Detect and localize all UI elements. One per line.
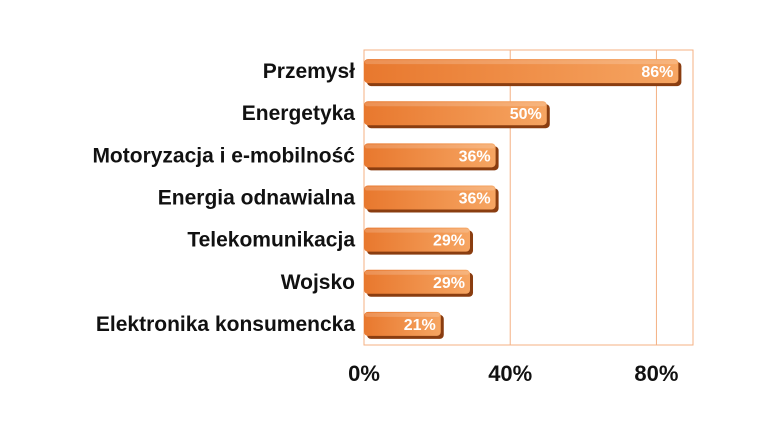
bar xyxy=(364,101,547,126)
bar xyxy=(364,143,496,168)
bar xyxy=(364,311,441,336)
gridlines xyxy=(509,50,657,345)
bar-highlight xyxy=(365,186,495,191)
data-label: 21% xyxy=(404,317,436,334)
data-label: 50% xyxy=(510,106,542,123)
x-tick-label: 0% xyxy=(348,361,380,386)
bar xyxy=(364,269,471,294)
bar xyxy=(364,227,471,252)
bar-highlight xyxy=(365,228,470,233)
category-label: Przemysł xyxy=(263,60,355,83)
data-label: 86% xyxy=(641,64,673,81)
category-label: Motoryzacja i e-mobilność xyxy=(92,144,355,167)
bar-highlight xyxy=(365,312,440,317)
bar-highlight xyxy=(365,102,546,107)
category-label: Energia odnawialna xyxy=(158,187,356,210)
bar xyxy=(364,59,679,84)
category-label: Elektronika konsumencka xyxy=(96,313,355,336)
bar-highlight xyxy=(365,60,678,65)
x-tick-label: 40% xyxy=(488,361,532,386)
bars: 86% 50% 36% 36% 29% 29% 21% xyxy=(364,59,682,339)
x-tick-label: 80% xyxy=(634,361,678,386)
bar xyxy=(364,185,496,210)
category-label: Energetyka xyxy=(242,102,356,125)
category-label: Telekomunikacja xyxy=(187,229,355,252)
data-label: 29% xyxy=(433,275,465,292)
data-label: 36% xyxy=(459,191,491,208)
category-labels: Przemysł Energetyka Motoryzacja i e-mobiln… xyxy=(92,60,355,336)
x-tick-labels: 0% 40% 80% xyxy=(348,361,678,386)
bar-highlight xyxy=(365,144,495,149)
bar-highlight xyxy=(365,270,470,275)
category-label: Wojsko xyxy=(281,271,355,294)
data-label: 29% xyxy=(433,233,465,250)
data-label: 36% xyxy=(459,148,491,165)
